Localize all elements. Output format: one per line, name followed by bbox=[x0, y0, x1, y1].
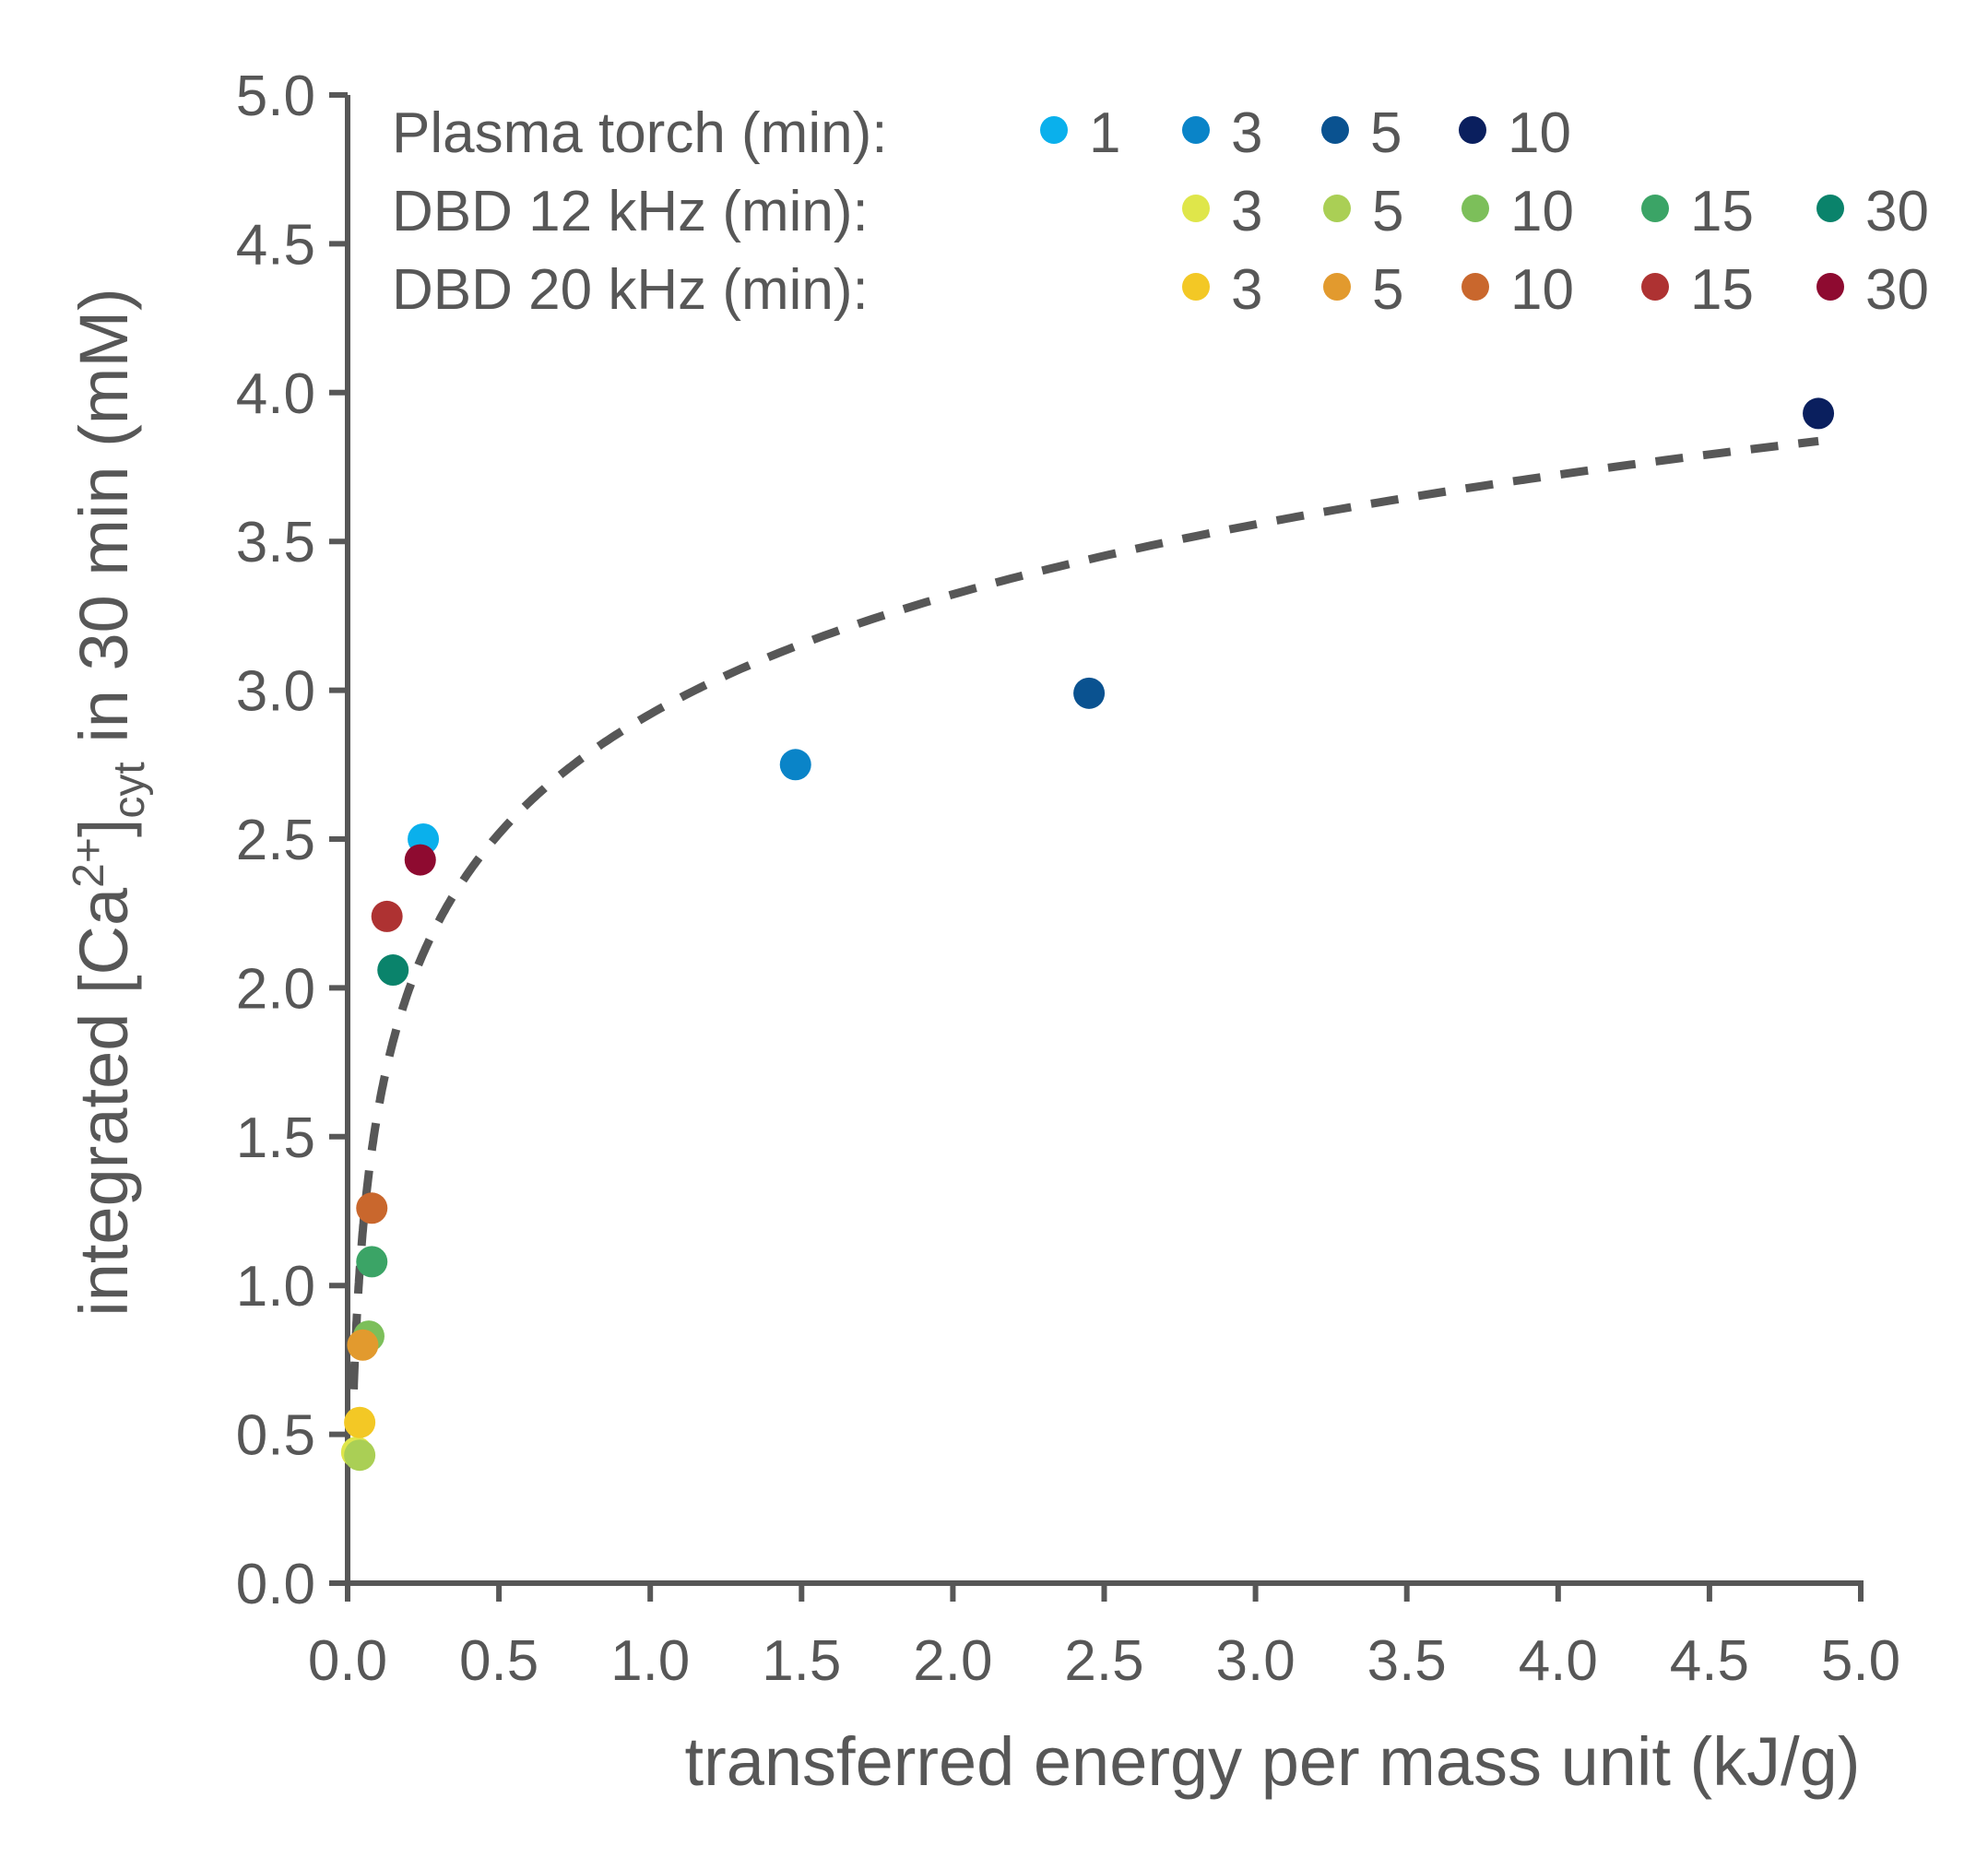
legend-marker bbox=[1641, 273, 1669, 301]
x-tick-label: 3.0 bbox=[1215, 1629, 1295, 1693]
data-point bbox=[371, 900, 403, 932]
data-point bbox=[344, 1406, 376, 1438]
x-axis-title: transferred energy per mass unit (kJ/g) bbox=[685, 1723, 1861, 1800]
legend-entry-label: 5 bbox=[1370, 101, 1402, 165]
y-axis-title-suffix: in 30 min (mM) bbox=[65, 288, 142, 762]
data-point bbox=[1803, 397, 1835, 430]
x-tick-label: 4.0 bbox=[1519, 1629, 1598, 1693]
x-tick-label: 3.5 bbox=[1367, 1629, 1447, 1693]
axes bbox=[329, 92, 1864, 1602]
legend-marker bbox=[1461, 273, 1489, 301]
y-tick-label: 4.0 bbox=[236, 362, 315, 426]
legend-entry-label: 30 bbox=[1865, 258, 1929, 322]
legend-marker bbox=[1321, 116, 1349, 144]
y-tick-label: 1.5 bbox=[236, 1106, 315, 1170]
legend-row-label: DBD 20 kHz (min): bbox=[392, 258, 869, 322]
data-point bbox=[356, 1246, 388, 1278]
legend-entry-label: 3 bbox=[1231, 101, 1262, 165]
data-point bbox=[779, 749, 811, 781]
y-tick-label: 1.0 bbox=[236, 1255, 315, 1319]
legend-marker bbox=[1816, 273, 1844, 301]
legend-marker bbox=[1816, 195, 1844, 222]
y-tick-label: 2.0 bbox=[236, 957, 315, 1021]
legend-row-label: Plasma torch (min): bbox=[392, 101, 887, 165]
legend-entry-label: 10 bbox=[1510, 258, 1574, 322]
legend-marker bbox=[1182, 273, 1210, 301]
data-points bbox=[340, 397, 1835, 1472]
legend-entry-label: 15 bbox=[1690, 180, 1754, 243]
x-tick-label: 2.5 bbox=[1064, 1629, 1143, 1693]
tick-labels: 0.0 0.5 1.0 1.5 2.0 2.5 3.0 3.5 4.0 4.5 5.0 0.0 0.5 1… bbox=[236, 65, 1900, 1693]
legend-marker bbox=[1641, 195, 1669, 222]
legend-entry-label: 15 bbox=[1690, 258, 1754, 322]
legend-marker bbox=[1182, 195, 1210, 222]
y-axis-title-subscript: cyt bbox=[105, 762, 154, 818]
y-tick-label: 0.5 bbox=[236, 1404, 315, 1468]
trendline-layer bbox=[349, 436, 1819, 1390]
legend-entry-label: 3 bbox=[1231, 180, 1262, 243]
y-tick-label: 3.0 bbox=[236, 660, 315, 724]
legend-marker bbox=[1323, 273, 1351, 301]
y-axis-title-prefix: integrated [Ca bbox=[65, 887, 142, 1317]
data-point bbox=[344, 1439, 376, 1472]
data-point bbox=[1073, 677, 1106, 709]
y-tick-label: 2.5 bbox=[236, 809, 315, 872]
legend-entry-label: 1 bbox=[1089, 101, 1120, 165]
y-tick-label: 4.5 bbox=[236, 213, 315, 277]
legend: Plasma torch (min): 1 3 5 10 DBD 12 kHz (min)… bbox=[392, 101, 1929, 322]
x-tick-label: 4.5 bbox=[1670, 1629, 1749, 1693]
legend-entry-label: 30 bbox=[1865, 180, 1929, 243]
y-axis-title: integrated [Ca2+]cyt in 30 min (mM) bbox=[65, 288, 154, 1316]
x-tick-label: 0.5 bbox=[459, 1629, 538, 1693]
x-tick-label: 2.0 bbox=[913, 1629, 992, 1693]
y-tick-label: 0.0 bbox=[236, 1553, 315, 1616]
trendline bbox=[349, 436, 1819, 1390]
legend-marker bbox=[1459, 116, 1486, 144]
legend-marker bbox=[1182, 116, 1210, 144]
y-axis-title-mid: ] bbox=[65, 819, 142, 838]
x-tick-label: 1.5 bbox=[762, 1629, 841, 1693]
data-point bbox=[404, 844, 436, 876]
legend-entry-label: 10 bbox=[1508, 101, 1571, 165]
legend-marker bbox=[1040, 116, 1068, 144]
x-tick-label: 1.0 bbox=[610, 1629, 690, 1693]
y-axis-title-superscript: 2+ bbox=[65, 837, 113, 888]
legend-entry-label: 5 bbox=[1372, 180, 1403, 243]
x-tick-label: 0.0 bbox=[308, 1629, 387, 1693]
data-point bbox=[377, 954, 409, 987]
data-point bbox=[356, 1192, 388, 1224]
legend-entry-label: 3 bbox=[1231, 258, 1262, 322]
legend-marker bbox=[1461, 195, 1489, 222]
legend-entry-label: 5 bbox=[1372, 258, 1403, 322]
legend-row-label: DBD 12 kHz (min): bbox=[392, 180, 869, 243]
y-tick-label: 5.0 bbox=[236, 65, 315, 128]
y-tick-label: 3.5 bbox=[236, 511, 315, 574]
legend-marker bbox=[1323, 195, 1351, 222]
data-point bbox=[347, 1329, 379, 1361]
legend-entry-label: 10 bbox=[1510, 180, 1574, 243]
x-tick-label: 5.0 bbox=[1821, 1629, 1900, 1693]
